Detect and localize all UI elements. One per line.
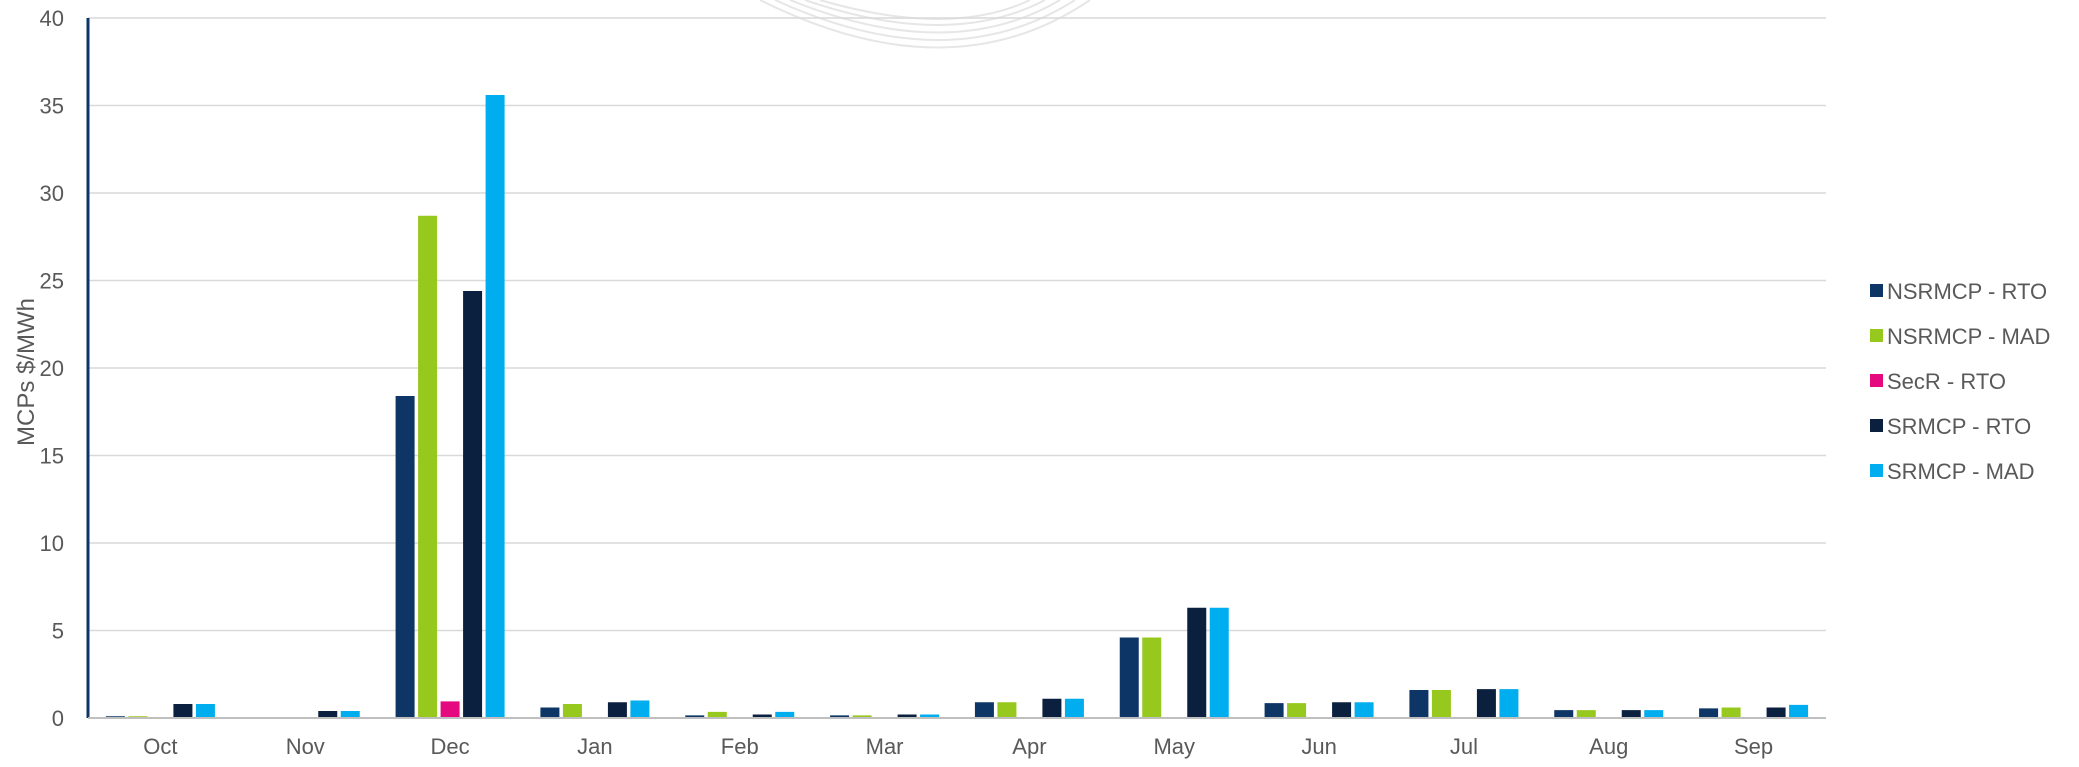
bar bbox=[1476, 689, 1496, 718]
y-tick-label: 5 bbox=[52, 619, 64, 644]
bar bbox=[775, 711, 795, 718]
legend-swatch bbox=[1870, 374, 1883, 387]
bar bbox=[607, 702, 627, 718]
bar bbox=[395, 396, 415, 718]
legend-swatch bbox=[1870, 419, 1883, 432]
bar bbox=[463, 291, 483, 718]
bar bbox=[1142, 637, 1162, 718]
bar bbox=[1264, 703, 1284, 718]
bar bbox=[1042, 698, 1062, 718]
x-tick-label: Sep bbox=[1734, 734, 1773, 759]
x-tick-label: Nov bbox=[286, 734, 325, 759]
legend-label: NSRMCP - MAD bbox=[1887, 324, 2050, 349]
bar bbox=[1332, 702, 1352, 718]
bar bbox=[195, 704, 215, 718]
x-tick-label: Jul bbox=[1450, 734, 1478, 759]
legend-swatch bbox=[1870, 284, 1883, 297]
bar bbox=[1064, 698, 1084, 718]
gridlines bbox=[88, 17, 1826, 632]
bar bbox=[974, 702, 994, 718]
bars bbox=[105, 95, 1809, 718]
legend-label: SecR - RTO bbox=[1887, 369, 2006, 394]
bar bbox=[173, 704, 193, 718]
x-tick-label: Oct bbox=[143, 734, 177, 759]
bar bbox=[630, 700, 650, 718]
bar bbox=[1699, 708, 1719, 718]
bar bbox=[1789, 704, 1809, 718]
bar bbox=[1354, 702, 1374, 718]
bar bbox=[1209, 607, 1229, 718]
bar bbox=[685, 715, 705, 718]
bar bbox=[1119, 637, 1139, 718]
y-axis: 0 5 10 15 20 25 30 35 40 bbox=[40, 6, 90, 731]
x-axis: Oct Nov Dec Jan Feb Mar Apr May Jun Jul Aug Sep bbox=[88, 717, 1826, 759]
y-tick-label: 0 bbox=[52, 706, 64, 731]
bar bbox=[1576, 710, 1596, 718]
x-tick-label: Jun bbox=[1301, 734, 1336, 759]
bar bbox=[540, 707, 560, 718]
y-tick-label: 40 bbox=[40, 6, 64, 31]
x-tick-label: Aug bbox=[1589, 734, 1628, 759]
bar bbox=[485, 95, 505, 718]
legend-swatch bbox=[1870, 464, 1883, 477]
bar bbox=[1644, 710, 1664, 718]
bar bbox=[562, 704, 582, 718]
bar bbox=[440, 701, 460, 718]
y-tick-label: 35 bbox=[40, 94, 64, 119]
y-tick-label: 25 bbox=[40, 269, 64, 294]
x-tick-label: Mar bbox=[866, 734, 904, 759]
bar bbox=[1554, 710, 1574, 718]
legend: NSRMCP - RTO NSRMCP - MAD SecR - RTO SRMCP … bbox=[1870, 279, 2050, 484]
bar bbox=[1409, 690, 1429, 718]
bar bbox=[1766, 707, 1786, 718]
y-tick-label: 10 bbox=[40, 531, 64, 556]
bar bbox=[752, 714, 772, 718]
bar bbox=[1621, 710, 1641, 718]
x-tick-label: Dec bbox=[431, 734, 470, 759]
x-tick-label: Jan bbox=[577, 734, 612, 759]
x-tick-label: Apr bbox=[1012, 734, 1046, 759]
bar bbox=[830, 715, 850, 718]
y-tick-label: 15 bbox=[40, 444, 64, 469]
bar bbox=[1287, 703, 1307, 718]
legend-label: SRMCP - MAD bbox=[1887, 459, 2035, 484]
bar bbox=[920, 714, 940, 718]
bar bbox=[1499, 689, 1519, 718]
bar bbox=[418, 215, 438, 718]
legend-label: SRMCP - RTO bbox=[1887, 414, 2031, 439]
y-tick-label: 20 bbox=[40, 356, 64, 381]
bar bbox=[997, 702, 1017, 718]
watermark-logo bbox=[759, 0, 1091, 49]
bar bbox=[318, 711, 338, 718]
y-axis-title: MCPs $/MWh bbox=[13, 298, 40, 446]
bar bbox=[1431, 690, 1451, 718]
bar bbox=[340, 711, 360, 718]
legend-label: NSRMCP - RTO bbox=[1887, 279, 2047, 304]
bar bbox=[1721, 707, 1741, 718]
x-tick-label: May bbox=[1153, 734, 1195, 759]
bar bbox=[1187, 607, 1207, 718]
x-tick-label: Feb bbox=[721, 734, 759, 759]
legend-swatch bbox=[1870, 329, 1883, 342]
bar bbox=[707, 711, 727, 718]
bar bbox=[897, 714, 917, 718]
bar bbox=[852, 715, 872, 718]
y-tick-label: 30 bbox=[40, 181, 64, 206]
